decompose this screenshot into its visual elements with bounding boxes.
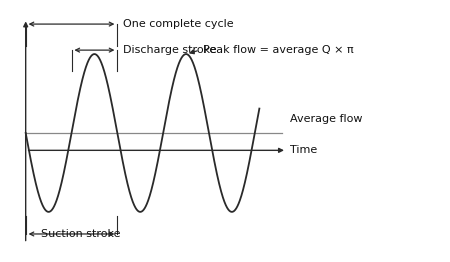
Text: Average flow: Average flow [290,114,362,124]
Text: Discharge stroke: Discharge stroke [123,45,216,55]
Text: Time: Time [290,145,317,155]
Text: Suction stroke: Suction stroke [41,229,121,239]
Text: One complete cycle: One complete cycle [123,19,234,29]
Text: Peak flow = average Q × π: Peak flow = average Q × π [202,45,353,55]
